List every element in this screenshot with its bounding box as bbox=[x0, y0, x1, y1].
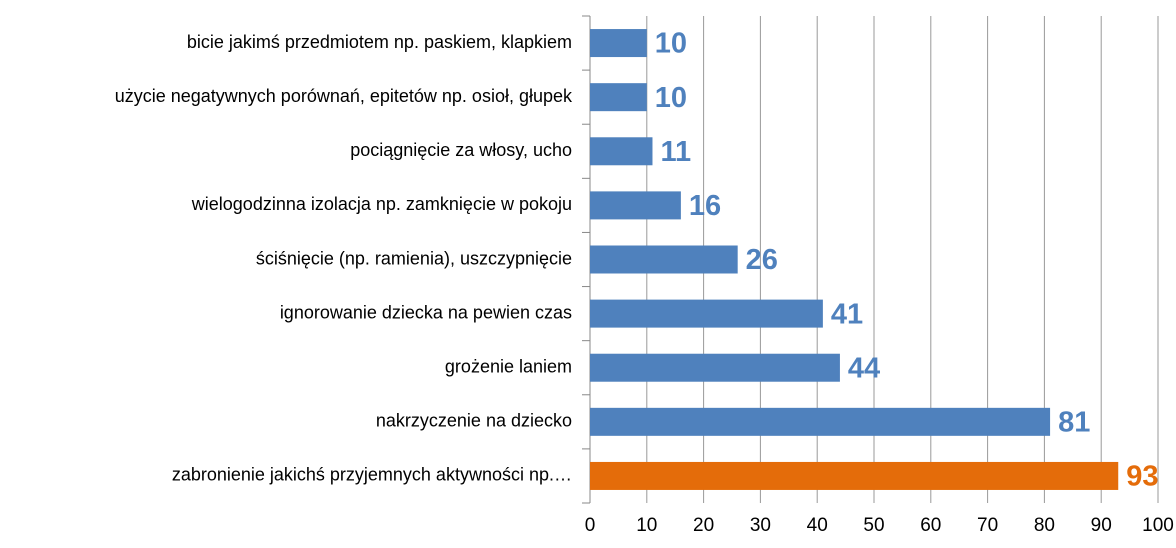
bar bbox=[590, 407, 1051, 436]
value-label: 44 bbox=[848, 352, 880, 384]
x-tick-label: 80 bbox=[1034, 515, 1055, 536]
value-label: 93 bbox=[1126, 461, 1158, 493]
value-label: 10 bbox=[655, 82, 687, 114]
y-tick-label: grożenie laniem bbox=[445, 356, 572, 376]
value-label: 41 bbox=[831, 298, 863, 330]
bar bbox=[590, 29, 647, 58]
y-tick-label: nakrzyczenie na dziecko bbox=[376, 411, 572, 431]
bar bbox=[590, 353, 840, 382]
x-tick-label: 30 bbox=[750, 515, 771, 536]
y-tick-label: bicie jakimś przedmiotem np. paskiem, kl… bbox=[187, 32, 572, 52]
x-tick-label: 100 bbox=[1142, 515, 1174, 536]
x-tick-label: 50 bbox=[863, 515, 884, 536]
value-label: 81 bbox=[1058, 406, 1090, 438]
x-tick-label: 60 bbox=[920, 515, 941, 536]
bar bbox=[590, 191, 681, 220]
y-tick-label: ściśnięcie (np. ramienia), uszczypnięcie bbox=[256, 248, 572, 268]
y-tick-label: wielogodzinna izolacja np. zamknięcie w … bbox=[191, 194, 572, 214]
x-tick-label: 0 bbox=[585, 515, 596, 536]
y-tick-label: pociągnięcie za włosy, ucho bbox=[350, 140, 572, 160]
bar bbox=[590, 461, 1119, 490]
x-tick-label: 10 bbox=[636, 515, 657, 536]
y-tick-label: zabronienie jakichś przyjemnych aktywnoś… bbox=[172, 465, 572, 485]
x-tick-label: 90 bbox=[1091, 515, 1112, 536]
x-tick-label: 40 bbox=[807, 515, 828, 536]
bar bbox=[590, 245, 738, 274]
y-tick-label: użycie negatywnych porównań, epitetów np… bbox=[115, 86, 573, 106]
value-label: 16 bbox=[689, 190, 721, 222]
value-label: 11 bbox=[660, 136, 691, 168]
bar bbox=[590, 137, 653, 166]
y-tick-label: ignorowanie dziecka na pewien czas bbox=[280, 302, 572, 322]
bar bbox=[590, 83, 647, 112]
x-tick-label: 20 bbox=[693, 515, 714, 536]
bar bbox=[590, 299, 823, 328]
value-label: 10 bbox=[655, 28, 687, 60]
value-label: 26 bbox=[746, 244, 778, 276]
x-tick-label: 70 bbox=[977, 515, 998, 536]
